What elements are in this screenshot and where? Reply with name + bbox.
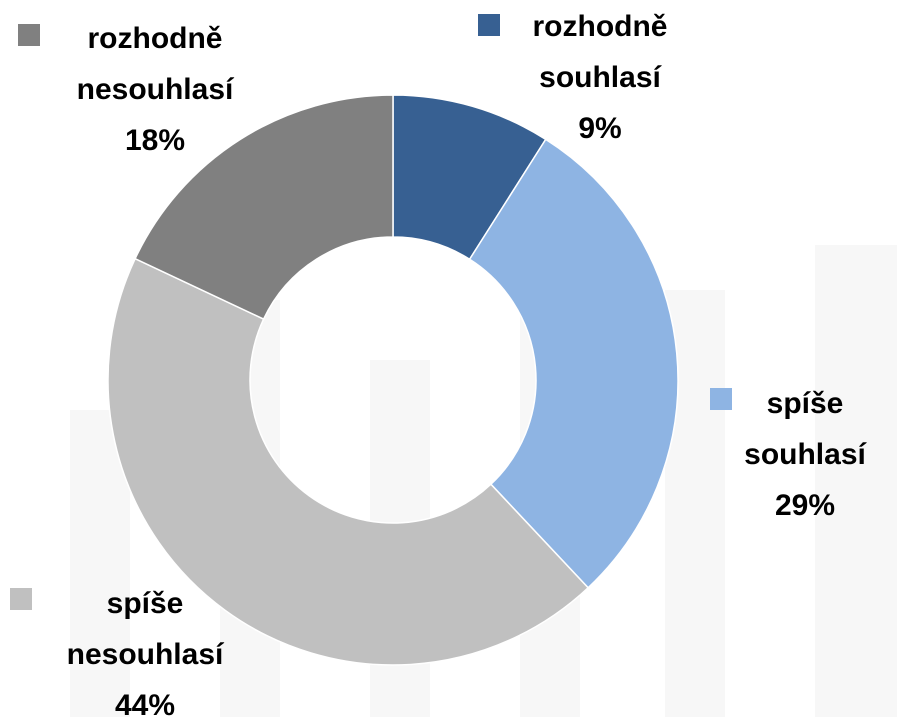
- legend-swatch: [18, 24, 40, 46]
- value-label: 44%: [115, 689, 175, 717]
- category-label: rozhodně souhlasí: [533, 10, 668, 94]
- category-label: rozhodně nesouhlasí: [77, 22, 235, 106]
- legend-swatch: [10, 588, 32, 610]
- category-label: spíše nesouhlasí: [67, 587, 225, 671]
- category-label: spíše souhlasí: [744, 387, 867, 471]
- donut-slice: [134, 94, 394, 321]
- legend-swatch: [478, 14, 500, 36]
- value-label: 29%: [775, 489, 835, 522]
- value-label: 9%: [578, 112, 621, 145]
- donut-slice: [107, 257, 590, 666]
- value-label: 18%: [125, 124, 185, 157]
- legend-swatch: [710, 388, 732, 410]
- donut-slice: [468, 138, 679, 589]
